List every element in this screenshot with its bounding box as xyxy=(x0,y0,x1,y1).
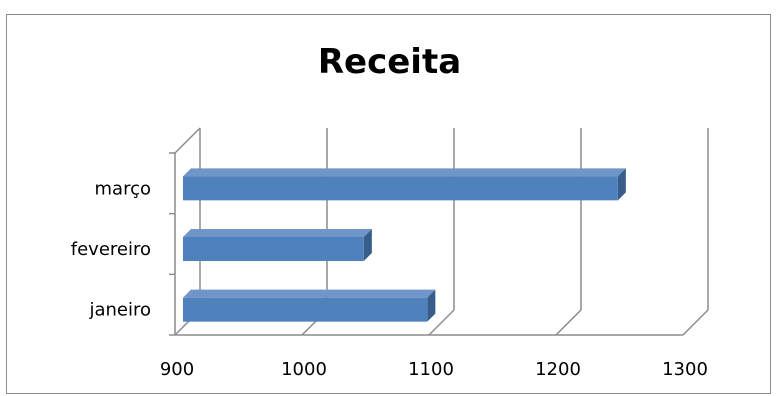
bar-fevereiro xyxy=(183,237,364,261)
floor-gridline xyxy=(682,309,709,336)
y-axis-top-edge xyxy=(174,127,201,154)
bar-janeiro xyxy=(183,297,428,322)
floor-gridline xyxy=(555,309,582,336)
x-tick-label: 900 xyxy=(160,359,194,380)
x-tick-label: 1300 xyxy=(662,359,708,380)
bar-top-face xyxy=(183,289,436,298)
bar-top-face xyxy=(183,168,626,177)
y-tick-label: março xyxy=(95,178,151,199)
bar-top-face xyxy=(183,229,372,237)
floor-gridline xyxy=(428,309,455,336)
x-tick-label: 1200 xyxy=(535,359,581,380)
y-tick-label: fevereiro xyxy=(71,239,151,260)
y-tick-label: janeiro xyxy=(88,300,151,321)
bar-side-face xyxy=(427,289,436,322)
bar-side-face xyxy=(363,229,372,261)
bar-março xyxy=(183,176,618,201)
chart-frame xyxy=(6,14,771,394)
x-tick-label: 1100 xyxy=(408,359,454,380)
chart-title: Receita xyxy=(317,42,462,82)
bar-side-face xyxy=(617,168,626,201)
x-tick-label: 1000 xyxy=(281,359,327,380)
